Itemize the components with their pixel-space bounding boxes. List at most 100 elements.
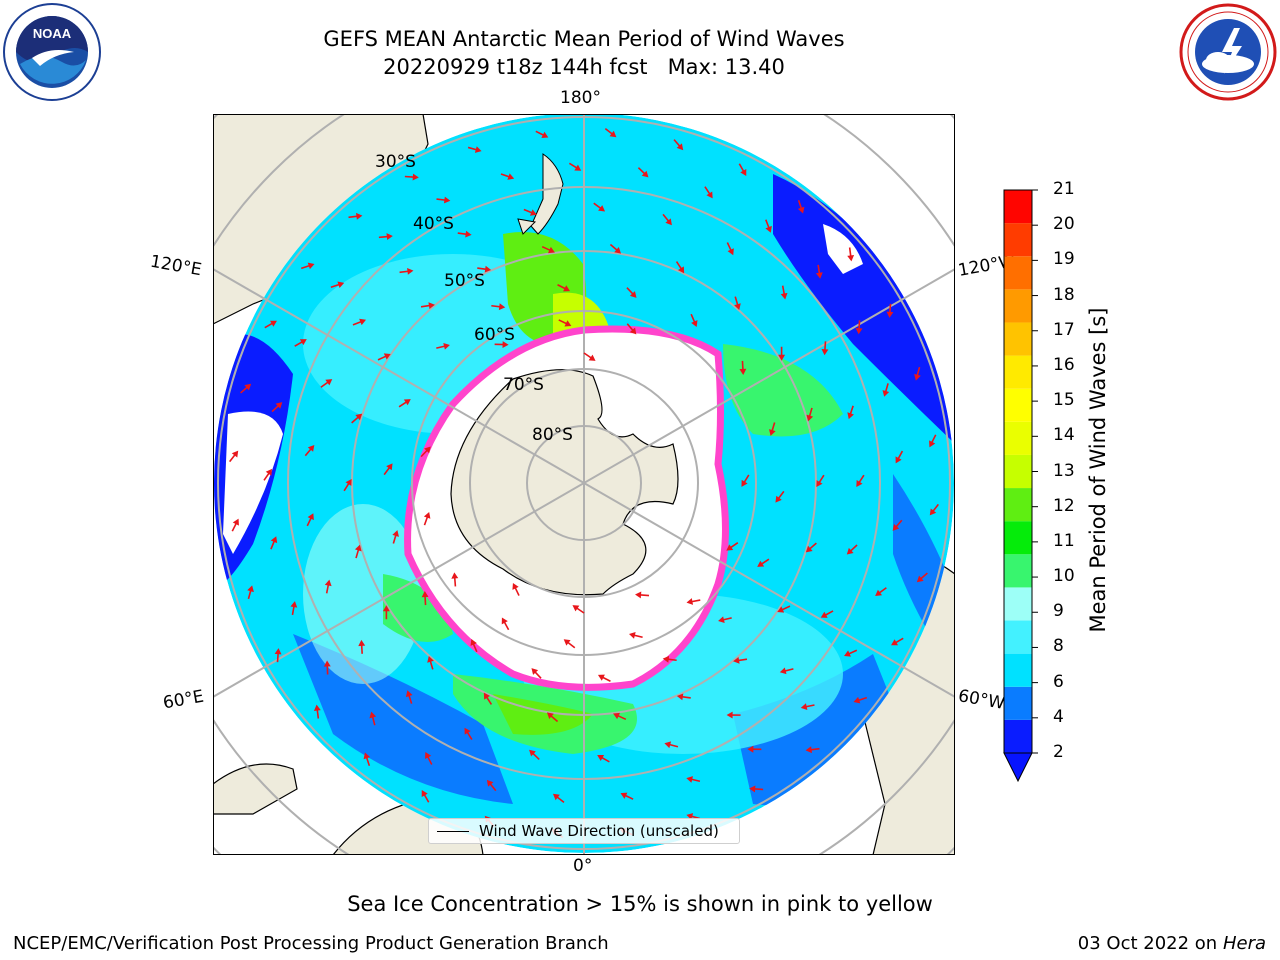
footer-date-text: 03 Oct 2022 on <box>1077 933 1223 954</box>
colorbar-tick-label: 11 <box>1053 530 1075 551</box>
wave-arrow-head <box>805 545 813 553</box>
colorbar-segment <box>1004 521 1032 555</box>
wave-arrow-head <box>676 143 684 151</box>
wave-arrow-head <box>726 544 734 551</box>
colorbar-segment <box>1004 587 1032 621</box>
wave-arrow-head <box>821 349 829 356</box>
wave-arrow-head <box>265 468 273 476</box>
footer-date: 03 Oct 2022 on Hera <box>1078 933 1266 954</box>
colorbar-tick-label: 21 <box>1053 179 1075 199</box>
wave-arrow-head <box>727 248 734 256</box>
wave-arrow-head <box>323 660 331 667</box>
lon-label-0: 0° <box>573 856 593 876</box>
wave-arrow-head <box>691 320 698 327</box>
wave-arrow-head <box>274 648 282 655</box>
wave-arrow-head <box>299 339 307 346</box>
wave-arrow-head <box>403 399 411 406</box>
wave-arrow-head <box>895 456 902 464</box>
colorbar-segment <box>1004 719 1032 753</box>
colorbar-tick-label: 13 <box>1053 460 1075 481</box>
wave-arrow-head <box>892 524 900 531</box>
wave-arrow-head <box>749 785 756 793</box>
wave-arrow-head <box>337 281 345 289</box>
wave-arrow-head <box>765 225 772 233</box>
wave-arrow-head <box>882 390 890 397</box>
wave-arrow-head <box>706 191 713 199</box>
wave-arrow-head <box>427 655 434 663</box>
wave-arrow-head <box>502 341 509 348</box>
wave-arrow-head <box>507 173 515 180</box>
wave-arrow-head <box>769 429 776 436</box>
wave-arrow-head <box>609 130 617 138</box>
wave-arrow-head <box>483 692 490 700</box>
wave-arrow-head <box>844 650 851 657</box>
wave-arrow-head <box>916 575 924 583</box>
wave-arrow-head <box>855 328 863 335</box>
colorbar-segment <box>1004 322 1032 356</box>
wave-arrow-head <box>686 776 693 783</box>
wave-arrow-head <box>815 272 823 279</box>
wave-arrow-head <box>733 656 740 664</box>
wave-arrow-head <box>546 712 554 719</box>
wave-arrow-head <box>641 170 649 178</box>
map-legend: Wind Wave Direction (unscaled) <box>428 818 740 844</box>
wave-arrow-head <box>307 444 315 452</box>
footer-host: Hera <box>1222 933 1266 954</box>
wave-arrow-head <box>891 639 898 646</box>
wave-arrow-head <box>501 617 508 625</box>
wave-arrow-head <box>853 696 861 704</box>
wave-arrow-head <box>726 711 733 719</box>
wave-arrow-head <box>354 544 362 552</box>
lon-label-60w: 60°W <box>956 686 1007 714</box>
wave-arrow-head <box>588 354 596 361</box>
wave-arrow-head <box>428 302 435 310</box>
wave-arrow-head <box>552 793 560 801</box>
colorbar-segment <box>1004 223 1032 257</box>
wave-arrow-head <box>929 440 936 448</box>
svg-text:NOAA: NOAA <box>33 26 72 41</box>
wave-arrow-head <box>421 790 428 797</box>
colorbar-segment <box>1004 554 1032 588</box>
wave-arrow-head <box>875 589 883 597</box>
lat-label-50s: 50°S <box>444 271 485 291</box>
wave-arrow-head <box>574 164 582 171</box>
wave-arrow-head <box>405 690 413 698</box>
colorbar-segment <box>1004 388 1032 422</box>
wave-arrow-head <box>629 327 637 335</box>
colorbar-tick-label: 14 <box>1053 425 1075 446</box>
wave-arrow-head <box>635 591 642 599</box>
lon-label-60e: 60°E <box>161 686 206 714</box>
lon-label-120e: 120°E <box>148 251 204 281</box>
wave-arrow-head <box>665 218 672 226</box>
wave-arrow-head <box>529 749 536 757</box>
wave-arrow-head <box>563 285 571 292</box>
wave-arrow-head <box>307 513 314 521</box>
colorbar-segment <box>1004 190 1032 224</box>
wave-arrow-head <box>383 353 391 360</box>
wave-arrow-head <box>718 616 725 624</box>
wave-arrow-head <box>734 303 741 311</box>
wave-arrow-head <box>324 579 332 587</box>
wave-arrow-head <box>598 205 606 212</box>
wave-arrow-head <box>597 674 605 681</box>
sea-ice-caption: Sea Ice Concentration > 15% is shown in … <box>347 892 933 916</box>
colorbar-segment <box>1004 256 1032 290</box>
wave-arrow-head <box>484 265 492 273</box>
wave-arrow-head <box>662 655 670 663</box>
wind-wave-arrows <box>229 128 939 838</box>
colorbar-segment <box>1004 488 1032 522</box>
wave-arrow-head <box>676 693 684 701</box>
wave-arrow-head <box>779 667 787 675</box>
wave-arrow-head <box>757 560 765 567</box>
wave-arrow-head <box>597 754 605 761</box>
wave-arrow-head <box>739 368 747 375</box>
wave-arrow-head <box>443 196 451 204</box>
wave-arrow-head <box>425 752 432 759</box>
wave-arrow-head <box>678 266 685 274</box>
map-subtitle: 20220929 t18z 144h fcst Max: 13.40 <box>383 55 785 79</box>
wave-arrow-head <box>307 262 315 270</box>
wave-arrow-head <box>620 792 628 799</box>
wave-arrow-head <box>345 478 352 486</box>
colorbar <box>1003 189 1038 783</box>
colorbar-tick-label: 9 <box>1053 601 1064 622</box>
